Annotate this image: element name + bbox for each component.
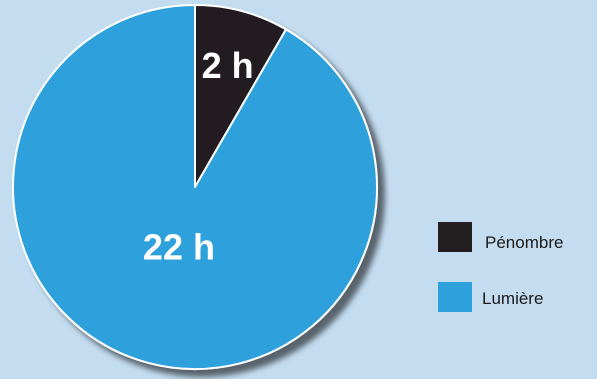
pie-slices bbox=[12, 4, 378, 370]
pie-slice-lumiere bbox=[12, 4, 378, 370]
legend-label-lumiere: Lumière bbox=[482, 289, 543, 308]
data-label-lumiere: 22 h bbox=[143, 226, 215, 267]
legend-swatch-lumiere bbox=[438, 282, 472, 312]
legend-swatch-penombre bbox=[438, 222, 472, 252]
pie-data-labels: 2 h 22 h bbox=[143, 45, 254, 268]
pie-slice-penombre bbox=[194, 4, 287, 188]
data-label-penombre: 2 h bbox=[202, 45, 254, 86]
legend-label-penombre: Pénombre bbox=[485, 233, 563, 252]
legend: Pénombre Lumière bbox=[438, 222, 563, 312]
